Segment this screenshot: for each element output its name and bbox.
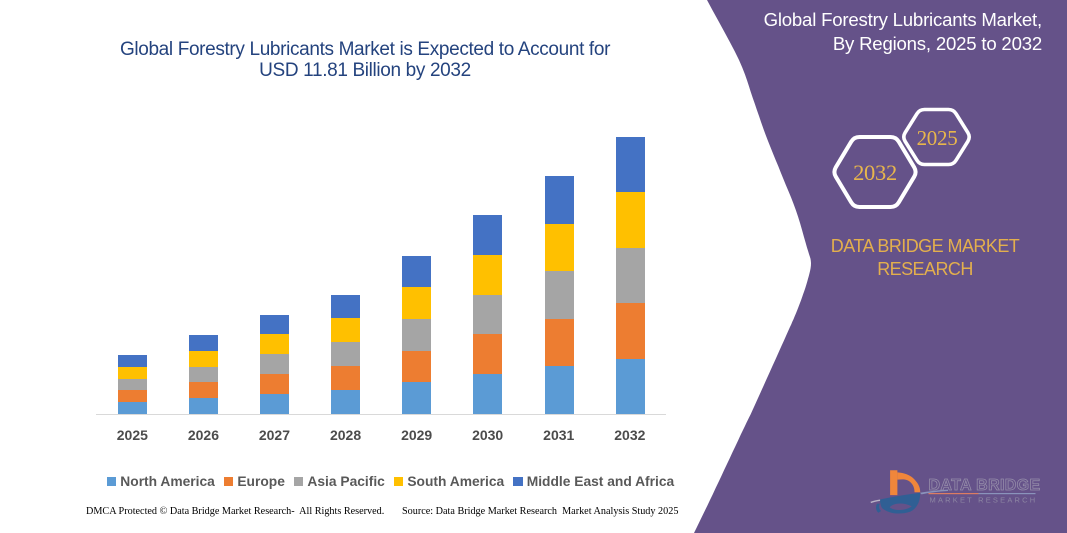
svg-text:DATA BRIDGE: DATA BRIDGE	[929, 477, 1041, 494]
svg-text:MARKET RESEARCH: MARKET RESEARCH	[930, 496, 1038, 505]
